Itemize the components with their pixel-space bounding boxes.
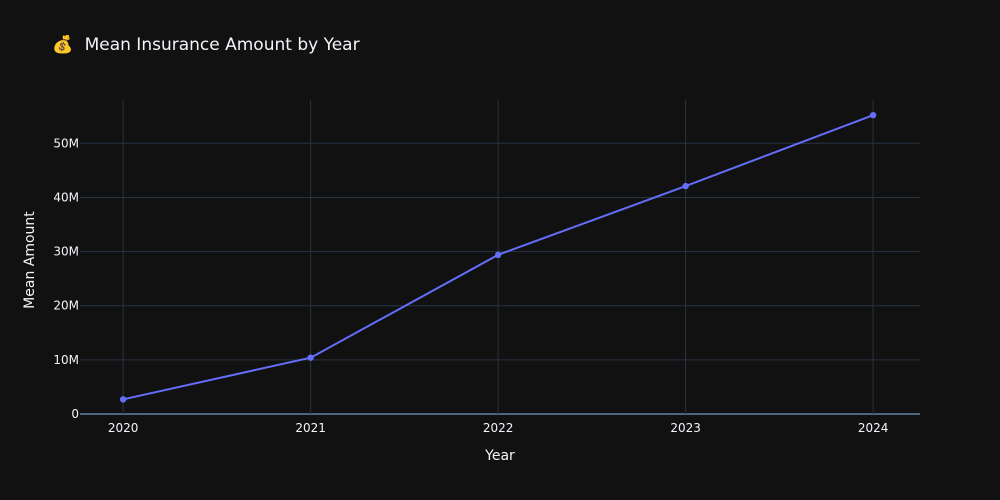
- y-tick-label: 30M: [53, 245, 79, 259]
- y-tick-label: 40M: [53, 190, 79, 204]
- data-point[interactable]: [119, 396, 127, 403]
- series-layer: [119, 111, 877, 403]
- x-axis-title: Year: [484, 448, 515, 464]
- title-layer: 💰 Mean Insurance Amount by Year Year Mea…: [22, 34, 515, 464]
- y-axis-title: Mean Amount: [22, 211, 38, 309]
- y-tick-label: 0: [71, 407, 79, 421]
- data-point[interactable]: [682, 182, 689, 190]
- y-tick-label: 50M: [53, 136, 79, 150]
- money-bag-icon: 💰: [52, 34, 73, 55]
- x-tick-label: 2023: [670, 421, 701, 435]
- data-point[interactable]: [494, 251, 502, 259]
- grid-layer: [80, 100, 920, 415]
- chart-title-text: Mean Insurance Amount by Year: [85, 35, 360, 55]
- tick-layer: 0 10M 20M 30M 40M 50M 2020 2021 2022 2023 2024: [53, 136, 888, 435]
- y-tick-label: 10M: [53, 353, 79, 367]
- x-tick-label: 2021: [295, 421, 326, 435]
- x-tick-label: 2024: [858, 421, 889, 435]
- y-tick-label: 20M: [53, 299, 79, 313]
- data-point[interactable]: [307, 354, 314, 361]
- x-tick-label: 2020: [108, 421, 139, 435]
- x-tick-label: 2022: [483, 421, 514, 435]
- data-point[interactable]: [869, 111, 877, 119]
- chart-title: 💰 Mean Insurance Amount by Year: [52, 34, 360, 55]
